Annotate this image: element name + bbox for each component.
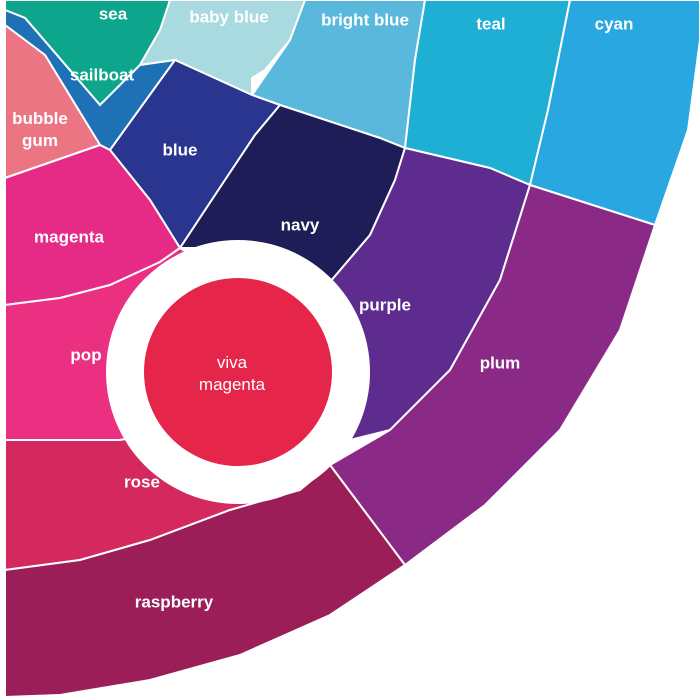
segment-raspberry (4, 463, 407, 699)
label-rose: rose (124, 472, 160, 491)
label-purple: purple (359, 295, 411, 314)
label-teal: teal (476, 14, 505, 33)
label-navy: navy (281, 215, 320, 234)
center-label-line1: viva (217, 353, 248, 372)
label-sea: sea (99, 4, 128, 23)
label-baby-blue: baby blue (189, 7, 268, 26)
label-plum: plum (480, 353, 521, 372)
label-bright-blue: bright blue (321, 10, 409, 29)
label-cyan: cyan (595, 14, 634, 33)
segment-cyan (528, 0, 700, 227)
label-magenta: magenta (34, 227, 104, 246)
label-raspberry: raspberry (135, 592, 214, 611)
label-pop: pop (70, 345, 101, 364)
label-blue: blue (163, 140, 198, 159)
label-sailboat: sailboat (70, 65, 135, 84)
center-label-line2: magenta (199, 375, 266, 394)
label-bubble-gum: bubble gum (12, 109, 68, 150)
center-swatch (144, 278, 332, 466)
